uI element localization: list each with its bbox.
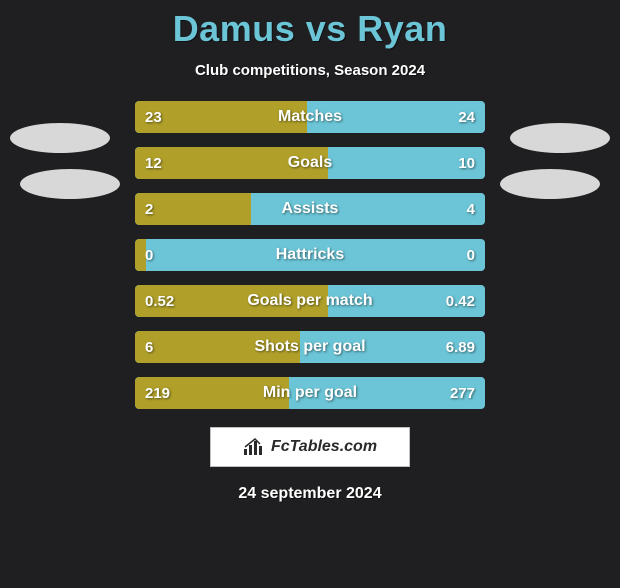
date-text: 24 september 2024 <box>0 485 620 503</box>
stat-row: 23Matches24 <box>135 101 485 133</box>
stat-value-right: 24 <box>458 101 475 133</box>
stat-value-right: 277 <box>450 377 475 409</box>
page-title: Damus vs Ryan <box>0 8 620 50</box>
stat-value-right: 0 <box>467 239 475 271</box>
stat-row: 0.52Goals per match0.42 <box>135 285 485 317</box>
stat-value-right: 4 <box>467 193 475 225</box>
stat-label: Assists <box>135 193 485 225</box>
subtitle: Club competitions, Season 2024 <box>0 62 620 79</box>
stat-rows: 23Matches2412Goals102Assists40Hattricks0… <box>135 101 485 409</box>
player-left-avatar-1 <box>10 123 110 153</box>
stat-label: Min per goal <box>135 377 485 409</box>
player-right-avatar-2 <box>500 169 600 199</box>
brand-text: FcTables.com <box>271 438 377 456</box>
stat-row: 0Hattricks0 <box>135 239 485 271</box>
brand-box[interactable]: FcTables.com <box>210 427 410 467</box>
stat-label: Shots per goal <box>135 331 485 363</box>
stat-label: Matches <box>135 101 485 133</box>
stat-row: 6Shots per goal6.89 <box>135 331 485 363</box>
stat-value-right: 10 <box>458 147 475 179</box>
player-right-avatar-1 <box>510 123 610 153</box>
stat-label: Goals per match <box>135 285 485 317</box>
stat-row: 2Assists4 <box>135 193 485 225</box>
stat-value-right: 0.42 <box>446 285 475 317</box>
stat-value-right: 6.89 <box>446 331 475 363</box>
player-left-avatar-2 <box>20 169 120 199</box>
stat-label: Hattricks <box>135 239 485 271</box>
stats-area: 23Matches2412Goals102Assists40Hattricks0… <box>0 101 620 409</box>
stat-row: 12Goals10 <box>135 147 485 179</box>
stat-label: Goals <box>135 147 485 179</box>
stat-row: 219Min per goal277 <box>135 377 485 409</box>
brand-chart-icon <box>243 437 265 457</box>
